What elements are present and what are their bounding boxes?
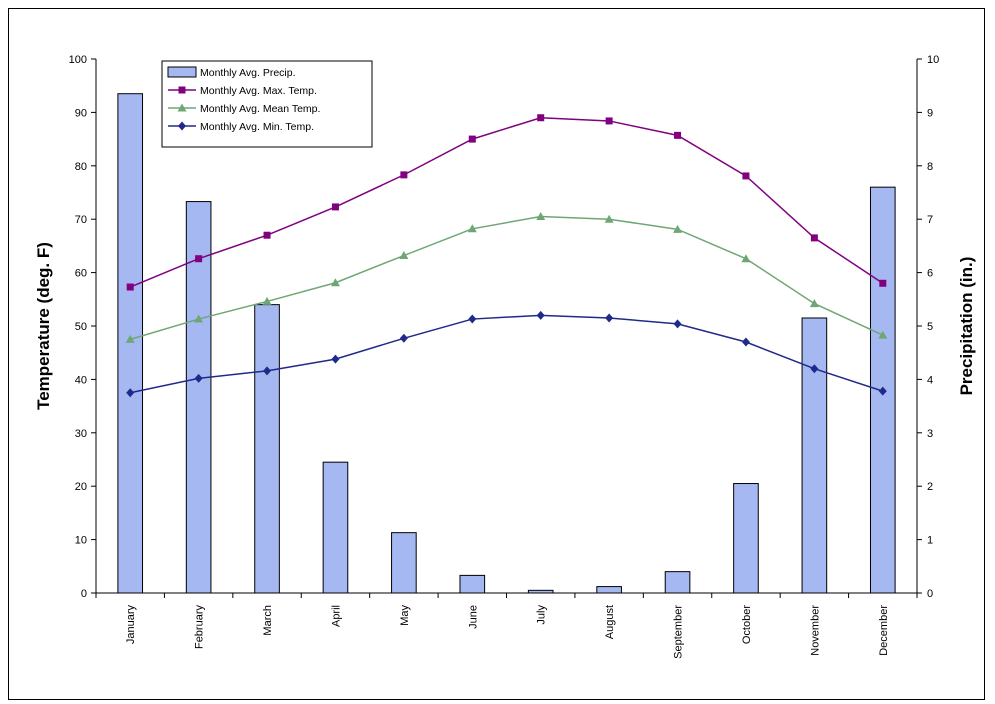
series-point-1 bbox=[604, 214, 614, 223]
series-point-2 bbox=[605, 313, 614, 323]
series-point-1 bbox=[467, 224, 477, 233]
series-point-2 bbox=[741, 337, 750, 347]
x-tick-label: August bbox=[604, 605, 616, 639]
series-point-2 bbox=[331, 354, 340, 364]
legend-label: Monthly Avg. Max. Temp. bbox=[200, 85, 317, 97]
series-point-2 bbox=[194, 373, 203, 383]
x-tick-label: July bbox=[536, 605, 548, 625]
series-point-2 bbox=[263, 366, 272, 376]
series-point-1 bbox=[399, 251, 409, 260]
series-point-1 bbox=[536, 212, 546, 221]
series-point-0 bbox=[126, 283, 134, 291]
x-tick-label: September bbox=[673, 605, 685, 659]
right-tick-label: 9 bbox=[927, 107, 933, 119]
series-point-1 bbox=[878, 330, 888, 339]
y-left-title: Temperature (deg. F) bbox=[34, 242, 53, 410]
bar-march bbox=[254, 304, 280, 594]
series-point-0 bbox=[742, 172, 750, 180]
series-point-1 bbox=[809, 299, 819, 308]
left-tick-label: 100 bbox=[69, 54, 87, 66]
series-point-2 bbox=[878, 386, 887, 396]
right-tick-label: 3 bbox=[927, 428, 933, 440]
y-right-title: Precipitation (in.) bbox=[957, 257, 976, 396]
x-tick-label: October bbox=[741, 605, 753, 644]
series-point-2 bbox=[468, 314, 477, 324]
series-point-0 bbox=[879, 279, 887, 287]
right-tick-label: 1 bbox=[927, 535, 933, 547]
series-point-1 bbox=[125, 334, 135, 343]
bar-september bbox=[664, 571, 691, 594]
series-point-0 bbox=[331, 203, 339, 211]
x-tick-label: December bbox=[878, 605, 890, 656]
right-tick-label: 10 bbox=[927, 54, 939, 66]
series-point-1 bbox=[194, 314, 204, 323]
bar-may bbox=[391, 532, 417, 594]
series-point-1 bbox=[330, 278, 340, 287]
x-tick-label: January bbox=[125, 605, 137, 645]
series-point-0 bbox=[810, 234, 818, 242]
series-line-2 bbox=[130, 314, 884, 394]
legend-box bbox=[161, 60, 373, 148]
bar-june bbox=[459, 574, 486, 594]
x-tick-label: November bbox=[809, 605, 821, 656]
x-tick-label: June bbox=[467, 605, 479, 629]
series-point-0 bbox=[468, 135, 476, 143]
legend-marker bbox=[178, 86, 186, 94]
series-point-1 bbox=[741, 254, 751, 263]
bar-april bbox=[322, 461, 349, 594]
legend-label: Monthly Avg. Mean Temp. bbox=[200, 103, 320, 115]
bar-november bbox=[801, 317, 828, 594]
series-line-1 bbox=[129, 215, 884, 341]
right-tick-label: 4 bbox=[927, 374, 933, 386]
right-tick-label: 0 bbox=[927, 588, 933, 600]
left-tick-label: 50 bbox=[75, 321, 87, 333]
right-tick-label: 2 bbox=[927, 481, 933, 493]
legend-swatch-precip bbox=[167, 66, 197, 78]
left-tick-label: 60 bbox=[75, 268, 87, 280]
left-tick-label: 0 bbox=[81, 588, 87, 600]
series-point-0 bbox=[605, 117, 613, 125]
legend-marker bbox=[177, 103, 187, 112]
series-point-1 bbox=[262, 296, 272, 305]
right-tick-label: 5 bbox=[927, 321, 933, 333]
right-tick-label: 7 bbox=[927, 214, 933, 226]
bar-october bbox=[733, 483, 759, 594]
left-tick-label: 30 bbox=[75, 428, 87, 440]
series-point-0 bbox=[263, 231, 271, 239]
bar-august bbox=[596, 586, 622, 594]
x-tick-label: March bbox=[262, 605, 274, 636]
series-point-0 bbox=[400, 171, 408, 179]
series-point-0 bbox=[674, 131, 682, 139]
series-point-2 bbox=[673, 319, 682, 329]
series-point-0 bbox=[195, 255, 203, 263]
series-point-0 bbox=[537, 114, 545, 122]
series-point-2 bbox=[810, 364, 819, 374]
left-tick-label: 40 bbox=[75, 374, 87, 386]
legend-label: Monthly Avg. Precip. bbox=[200, 67, 296, 79]
left-tick-label: 80 bbox=[75, 161, 87, 173]
legend-marker bbox=[178, 121, 186, 131]
left-tick-label: 70 bbox=[75, 214, 87, 226]
x-tick-label: February bbox=[194, 605, 206, 650]
bar-january bbox=[117, 93, 144, 594]
series-point-1 bbox=[673, 224, 683, 233]
right-tick-label: 6 bbox=[927, 268, 933, 280]
left-tick-label: 90 bbox=[75, 107, 87, 119]
legend-label: Monthly Avg. Min. Temp. bbox=[200, 121, 314, 133]
left-tick-label: 10 bbox=[75, 535, 87, 547]
x-tick-label: May bbox=[399, 605, 411, 626]
series-point-2 bbox=[126, 388, 135, 398]
right-tick-label: 8 bbox=[927, 161, 933, 173]
series-point-2 bbox=[536, 310, 545, 320]
series-line-0 bbox=[129, 116, 884, 288]
x-tick-label: April bbox=[330, 605, 342, 627]
series-point-2 bbox=[399, 333, 408, 343]
chart-frame bbox=[8, 8, 985, 700]
left-tick-label: 20 bbox=[75, 481, 87, 493]
